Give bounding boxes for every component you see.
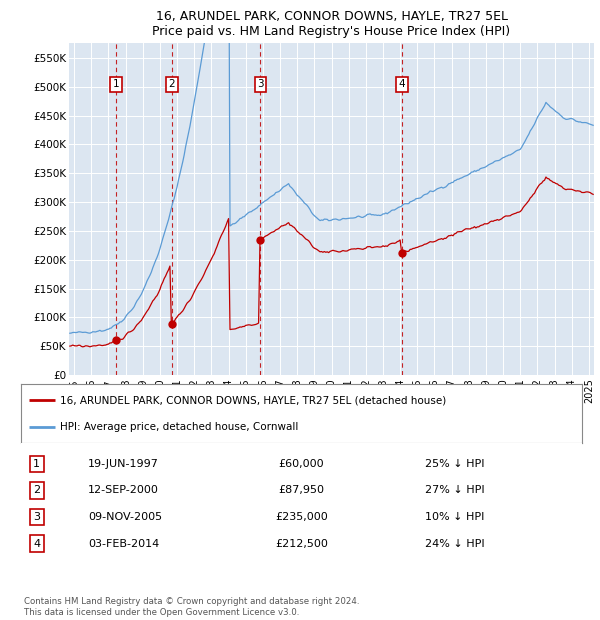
Text: £212,500: £212,500 [275,539,328,549]
Text: 2: 2 [33,485,40,495]
Title: 16, ARUNDEL PARK, CONNOR DOWNS, HAYLE, TR27 5EL
Price paid vs. HM Land Registry': 16, ARUNDEL PARK, CONNOR DOWNS, HAYLE, T… [152,10,511,38]
Text: 3: 3 [257,79,264,89]
Text: Contains HM Land Registry data © Crown copyright and database right 2024.
This d: Contains HM Land Registry data © Crown c… [24,598,359,617]
Text: 1: 1 [33,459,40,469]
Text: 2: 2 [169,79,175,89]
Text: £60,000: £60,000 [278,459,325,469]
Text: 3: 3 [33,512,40,522]
Text: 27% ↓ HPI: 27% ↓ HPI [425,485,485,495]
Text: 4: 4 [33,539,40,549]
Text: 25% ↓ HPI: 25% ↓ HPI [425,459,484,469]
Text: 19-JUN-1997: 19-JUN-1997 [88,459,159,469]
Text: 12-SEP-2000: 12-SEP-2000 [88,485,159,495]
Text: 4: 4 [398,79,405,89]
Text: 09-NOV-2005: 09-NOV-2005 [88,512,163,522]
Text: 03-FEB-2014: 03-FEB-2014 [88,539,160,549]
Text: 24% ↓ HPI: 24% ↓ HPI [425,539,485,549]
Text: £87,950: £87,950 [278,485,325,495]
Text: HPI: Average price, detached house, Cornwall: HPI: Average price, detached house, Corn… [60,422,299,432]
Text: 16, ARUNDEL PARK, CONNOR DOWNS, HAYLE, TR27 5EL (detached house): 16, ARUNDEL PARK, CONNOR DOWNS, HAYLE, T… [60,396,446,405]
Text: 1: 1 [113,79,119,89]
Text: 10% ↓ HPI: 10% ↓ HPI [425,512,484,522]
Text: £235,000: £235,000 [275,512,328,522]
